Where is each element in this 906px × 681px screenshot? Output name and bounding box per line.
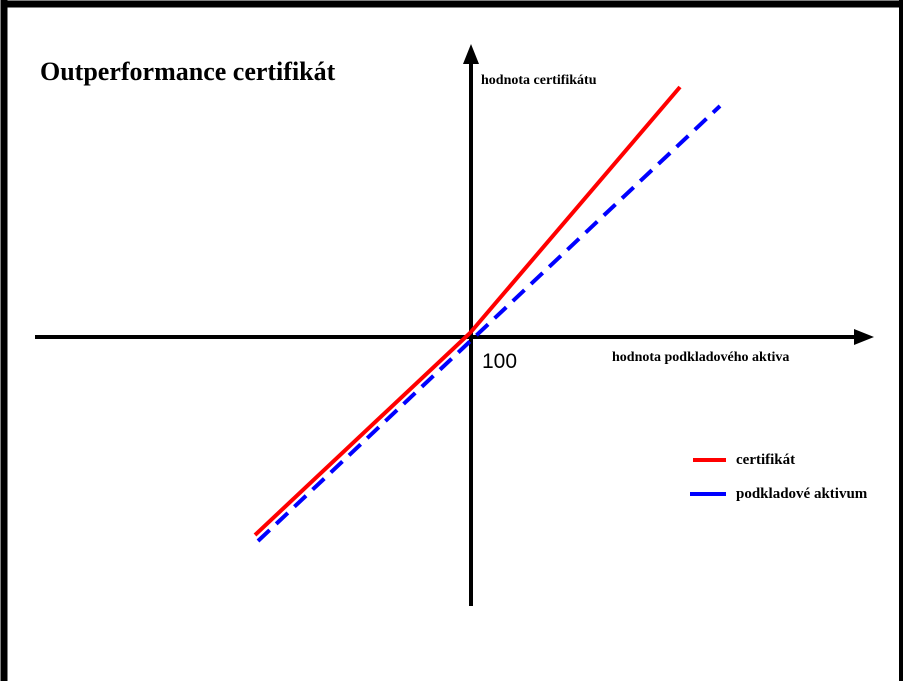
y-axis-label: hodnota certifikátu — [481, 73, 597, 88]
legend-label: certifikát — [736, 452, 795, 468]
legend-label: podkladové aktivum — [736, 486, 868, 502]
origin-label: 100 — [482, 350, 517, 373]
underlying-line — [256, 104, 722, 543]
title: Outperformance certifikát — [40, 57, 336, 86]
x-axis-label: hodnota podkladového aktiva — [612, 350, 789, 365]
y-axis-arrow — [463, 44, 479, 64]
certificate-line — [253, 85, 682, 537]
x-axis-arrow — [854, 329, 874, 345]
